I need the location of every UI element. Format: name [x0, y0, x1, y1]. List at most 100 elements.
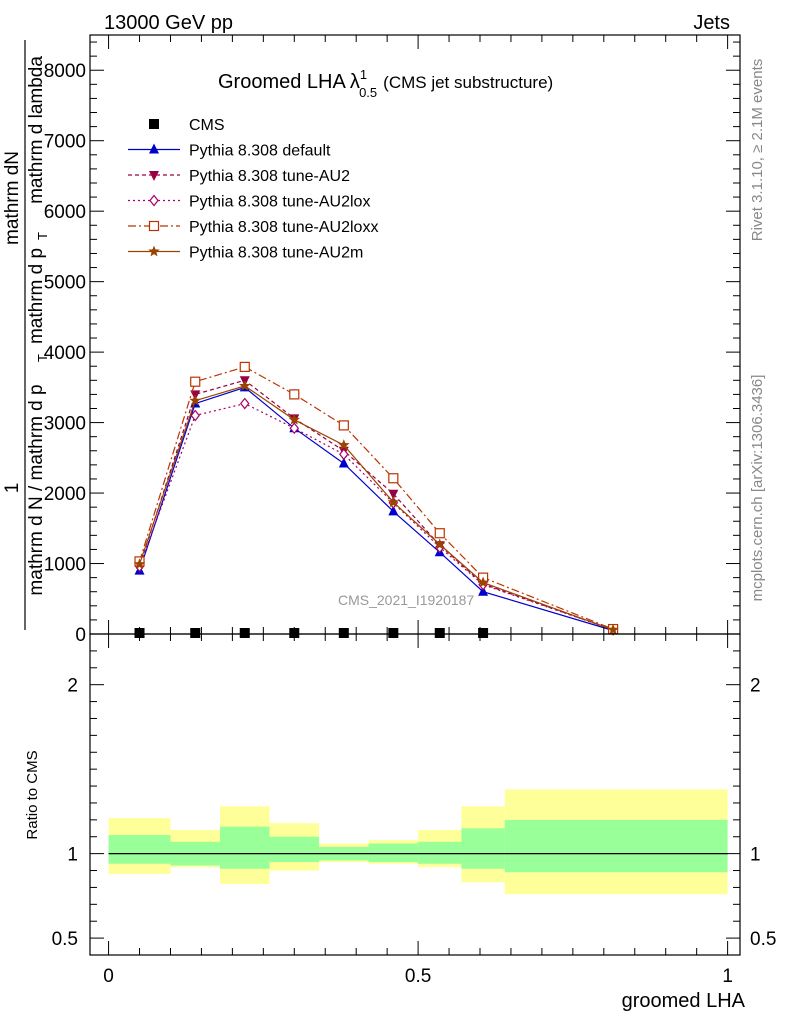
title-lambda: λ — [350, 71, 360, 93]
legend-label: Pythia 8.308 tune-AU2lox — [189, 194, 370, 211]
series-5 — [133, 379, 619, 635]
y-tick-label: 4000 — [44, 343, 86, 364]
y-tick-label: 7000 — [44, 132, 86, 153]
plot-title: Groomed LHA λ1 0.5(CMS jet substructure) — [218, 67, 553, 100]
ratio-y-tick-label: 2 — [67, 676, 78, 697]
data-point — [388, 628, 399, 638]
title-suffix: (CMS jet substructure) — [383, 73, 553, 92]
data-point — [339, 448, 349, 461]
data-point — [239, 361, 250, 373]
main-plot-area — [133, 361, 619, 638]
legend-marker — [149, 119, 159, 129]
data-point — [388, 473, 399, 484]
data-point — [607, 623, 619, 635]
data-point — [190, 376, 201, 387]
title-sub: 0.5 — [359, 85, 377, 100]
data-point — [434, 538, 446, 550]
ratio-panel: 0 0.5 1 0.5 0.5 1 1 2 2 Ratio to CMS — [24, 633, 776, 987]
ratio-band-inner — [108, 835, 171, 864]
ratio-ticks: 0 0.5 1 0.5 0.5 1 1 2 2 — [52, 634, 776, 987]
ylabel-lead-sub: T — [35, 354, 50, 362]
y-tick-label: 3000 — [44, 414, 86, 435]
data-point — [239, 628, 250, 638]
legend-marker — [148, 220, 160, 232]
legend: CMS Pythia 8.308 default Pythia 8.308 tune… — [128, 117, 378, 262]
header-right: Jets — [693, 12, 730, 34]
y-tick-label: 1000 — [44, 555, 86, 576]
series-0 — [134, 628, 489, 638]
ylabel-lead-den: mathrm d N / mathrm d p — [26, 384, 47, 595]
data-point — [338, 420, 349, 431]
legend-item: Pythia 8.308 tune-AU2 — [128, 168, 350, 185]
ratio-ylabel: Ratio to CMS — [24, 750, 41, 839]
ratio-band-inner — [269, 836, 320, 863]
side-label-bottom: mcplots.cern.ch [arXiv:1306.3436] — [749, 375, 766, 602]
ratio-y-tick-label-right: 1 — [750, 845, 761, 866]
legend-label: Pythia 8.308 tune-AU2m — [189, 245, 363, 262]
data-point — [133, 558, 146, 570]
data-point — [338, 457, 349, 468]
watermark: CMS_2021_I1920187 — [338, 592, 474, 608]
ylabel-den-line1: mathrm d p — [26, 248, 47, 344]
data-point — [190, 628, 201, 638]
main-panel-frame — [89, 34, 741, 635]
ratio-band-inner — [461, 828, 505, 869]
data-point — [239, 397, 250, 410]
data-point — [434, 528, 445, 539]
legend-label: Pythia 8.308 default — [189, 143, 331, 160]
legend-item: Pythia 8.308 tune-AU2lox — [128, 194, 370, 211]
data-point — [289, 389, 300, 400]
legend-marker — [149, 171, 159, 181]
ratio-band-inner — [504, 819, 728, 873]
data-point — [288, 413, 300, 425]
y-tick-label: 8000 — [44, 61, 86, 82]
header-left: 13000 GeV pp — [104, 12, 233, 34]
x-axis-label: groomed LHA — [622, 990, 746, 1012]
legend-item: Pythia 8.308 tune-AU2m — [128, 245, 363, 262]
data-point — [289, 422, 300, 435]
legend-label: CMS — [189, 117, 225, 134]
data-point — [189, 394, 201, 406]
y-tick-label: 6000 — [44, 202, 86, 223]
legend-marker — [149, 143, 159, 154]
legend-item: Pythia 8.308 default — [128, 143, 331, 160]
series-line — [138, 366, 614, 630]
data-point — [190, 409, 201, 422]
data-point — [478, 585, 489, 596]
y-tick-label: 0 — [75, 625, 86, 646]
data-point — [388, 489, 399, 500]
y-tick-label: 5000 — [44, 273, 86, 294]
data-point — [338, 628, 349, 638]
ylabel-den-line2: mathrm d lambda — [26, 56, 47, 204]
ratio-plot-area — [108, 789, 728, 895]
side-label-top: Rivet 3.1.10, ≥ 2.1M events — [749, 59, 766, 242]
ylabel-lead: 1 — [2, 483, 23, 494]
ratio-band-inner — [418, 841, 462, 864]
data-point — [434, 628, 445, 638]
ylabel-den-sub: T — [35, 232, 50, 240]
data-point — [239, 379, 251, 391]
legend-marker — [149, 194, 159, 207]
ratio-y-tick-label-right: 0.5 — [750, 929, 776, 950]
x-tick-label: 1 — [722, 966, 733, 987]
y-tick-label: 2000 — [44, 484, 86, 505]
ratio-y-tick-label-right: 2 — [750, 676, 761, 697]
data-point — [387, 496, 400, 508]
legend-item: Pythia 8.308 tune-AU2loxx — [128, 219, 378, 236]
ylabel-numerator: mathrm dN — [2, 151, 23, 245]
ratio-panel-frame — [89, 633, 741, 956]
ratio-y-tick-label: 1 — [67, 845, 78, 866]
title-sup: 1 — [360, 67, 367, 82]
y-axis-label: mathrm dN 1 mathrm d p T mathrm d lambda… — [2, 40, 50, 630]
x-tick-label: 0 — [103, 966, 114, 987]
data-point — [478, 628, 489, 638]
data-point — [388, 505, 399, 516]
x-tick-label: 0.5 — [405, 966, 431, 987]
main-ticks: 0 1000 2000 3000 4000 5000 6000 7000 8000 — [44, 35, 740, 646]
legend-marker — [148, 245, 160, 257]
data-point — [477, 576, 489, 588]
ratio-band-inner — [220, 826, 270, 869]
title-main: Groomed LHA λ1 0.5(CMS jet substructure) — [218, 67, 553, 100]
